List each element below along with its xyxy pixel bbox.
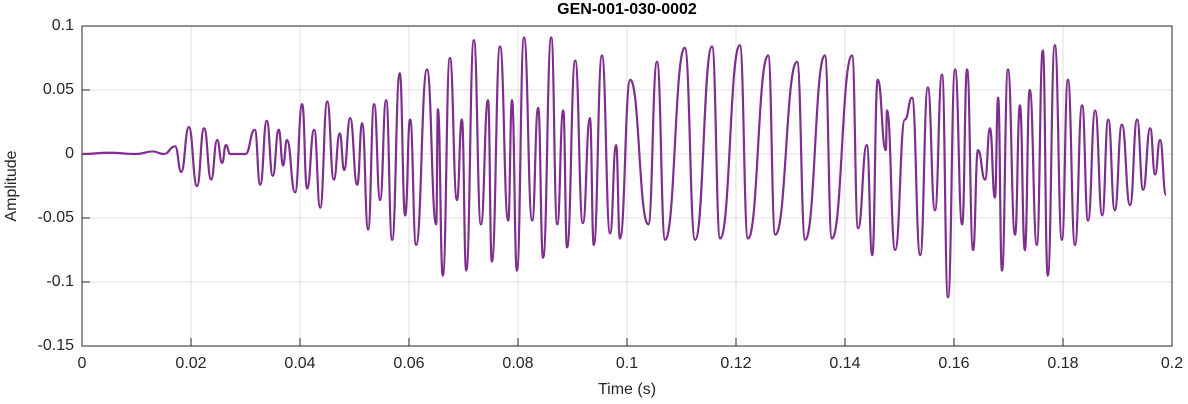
y-tick-label: 0.1	[52, 17, 74, 34]
y-axis-label: Amplitude	[3, 150, 20, 221]
waveform-line	[81, 36, 1168, 299]
x-tick-label: 0	[78, 355, 87, 372]
x-tick-label: 0.08	[502, 355, 533, 372]
x-tick-label: 0.2	[1161, 355, 1183, 372]
y-tick-label: -0.05	[38, 209, 75, 226]
x-tick-label: 0.16	[938, 355, 969, 372]
y-tick-label: -0.1	[46, 273, 74, 290]
x-axis-label: Time (s)	[598, 381, 656, 398]
x-tick-label: 0.12	[720, 355, 751, 372]
x-tick-label: 0.06	[393, 355, 424, 372]
x-tick-label: 0.1	[616, 355, 638, 372]
x-tick-label: 0.18	[1047, 355, 1078, 372]
y-tick-label: 0	[65, 145, 74, 162]
y-tick-label: -0.15	[38, 337, 75, 354]
x-tick-label: 0.02	[175, 355, 206, 372]
chart-title: GEN-001-030-0002	[557, 1, 697, 18]
plot-frame	[81, 25, 1173, 347]
x-tick-label: 0.14	[829, 355, 860, 372]
y-tick-label: 0.05	[43, 81, 74, 98]
x-tick-label: 0.04	[284, 355, 315, 372]
